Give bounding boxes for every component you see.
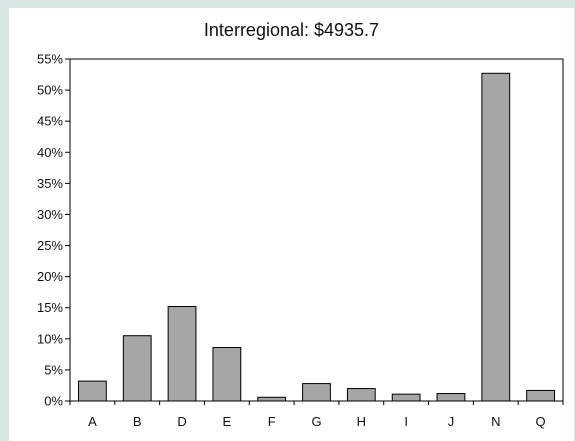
chart-title: Interregional: $4935.7 bbox=[203, 20, 380, 40]
bar-a bbox=[78, 380, 107, 402]
y-tick-label: 25% bbox=[37, 238, 63, 253]
y-tick-label: 5% bbox=[44, 362, 63, 377]
bar-q bbox=[526, 389, 555, 402]
x-tick-label: Q bbox=[536, 414, 546, 429]
x-tick-label: J bbox=[448, 414, 455, 429]
y-tick-label: 10% bbox=[37, 331, 63, 346]
y-tick-label: 50% bbox=[37, 83, 63, 98]
bar-h bbox=[346, 388, 376, 402]
x-tick-label: D bbox=[177, 414, 186, 429]
x-tick-label: I bbox=[404, 414, 408, 429]
y-tick-label: 30% bbox=[37, 207, 63, 222]
bar-g bbox=[302, 383, 331, 402]
y-tick-label: 55% bbox=[37, 52, 63, 67]
x-tick-label: B bbox=[133, 414, 142, 429]
bar-b bbox=[122, 335, 152, 402]
y-tick-label: 35% bbox=[37, 176, 63, 191]
y-tick-label: 20% bbox=[37, 269, 63, 284]
bar-n bbox=[481, 72, 511, 402]
bar-f bbox=[257, 396, 287, 402]
bar-i bbox=[391, 393, 421, 402]
y-tick-label: 15% bbox=[37, 300, 63, 315]
bar-e bbox=[212, 347, 242, 402]
plot-area bbox=[69, 58, 564, 402]
x-tick-label: G bbox=[311, 414, 321, 429]
x-tick-label: N bbox=[491, 414, 500, 429]
x-tick-label: E bbox=[223, 414, 232, 429]
y-tick-label: 45% bbox=[37, 114, 63, 129]
y-tick-label: 0% bbox=[44, 394, 63, 409]
x-tick-label: F bbox=[268, 414, 276, 429]
y-tick-label: 40% bbox=[37, 145, 63, 160]
x-tick-label: A bbox=[88, 414, 97, 429]
bar-j bbox=[436, 393, 466, 402]
bar-d bbox=[167, 305, 197, 402]
x-tick-label: H bbox=[357, 414, 366, 429]
